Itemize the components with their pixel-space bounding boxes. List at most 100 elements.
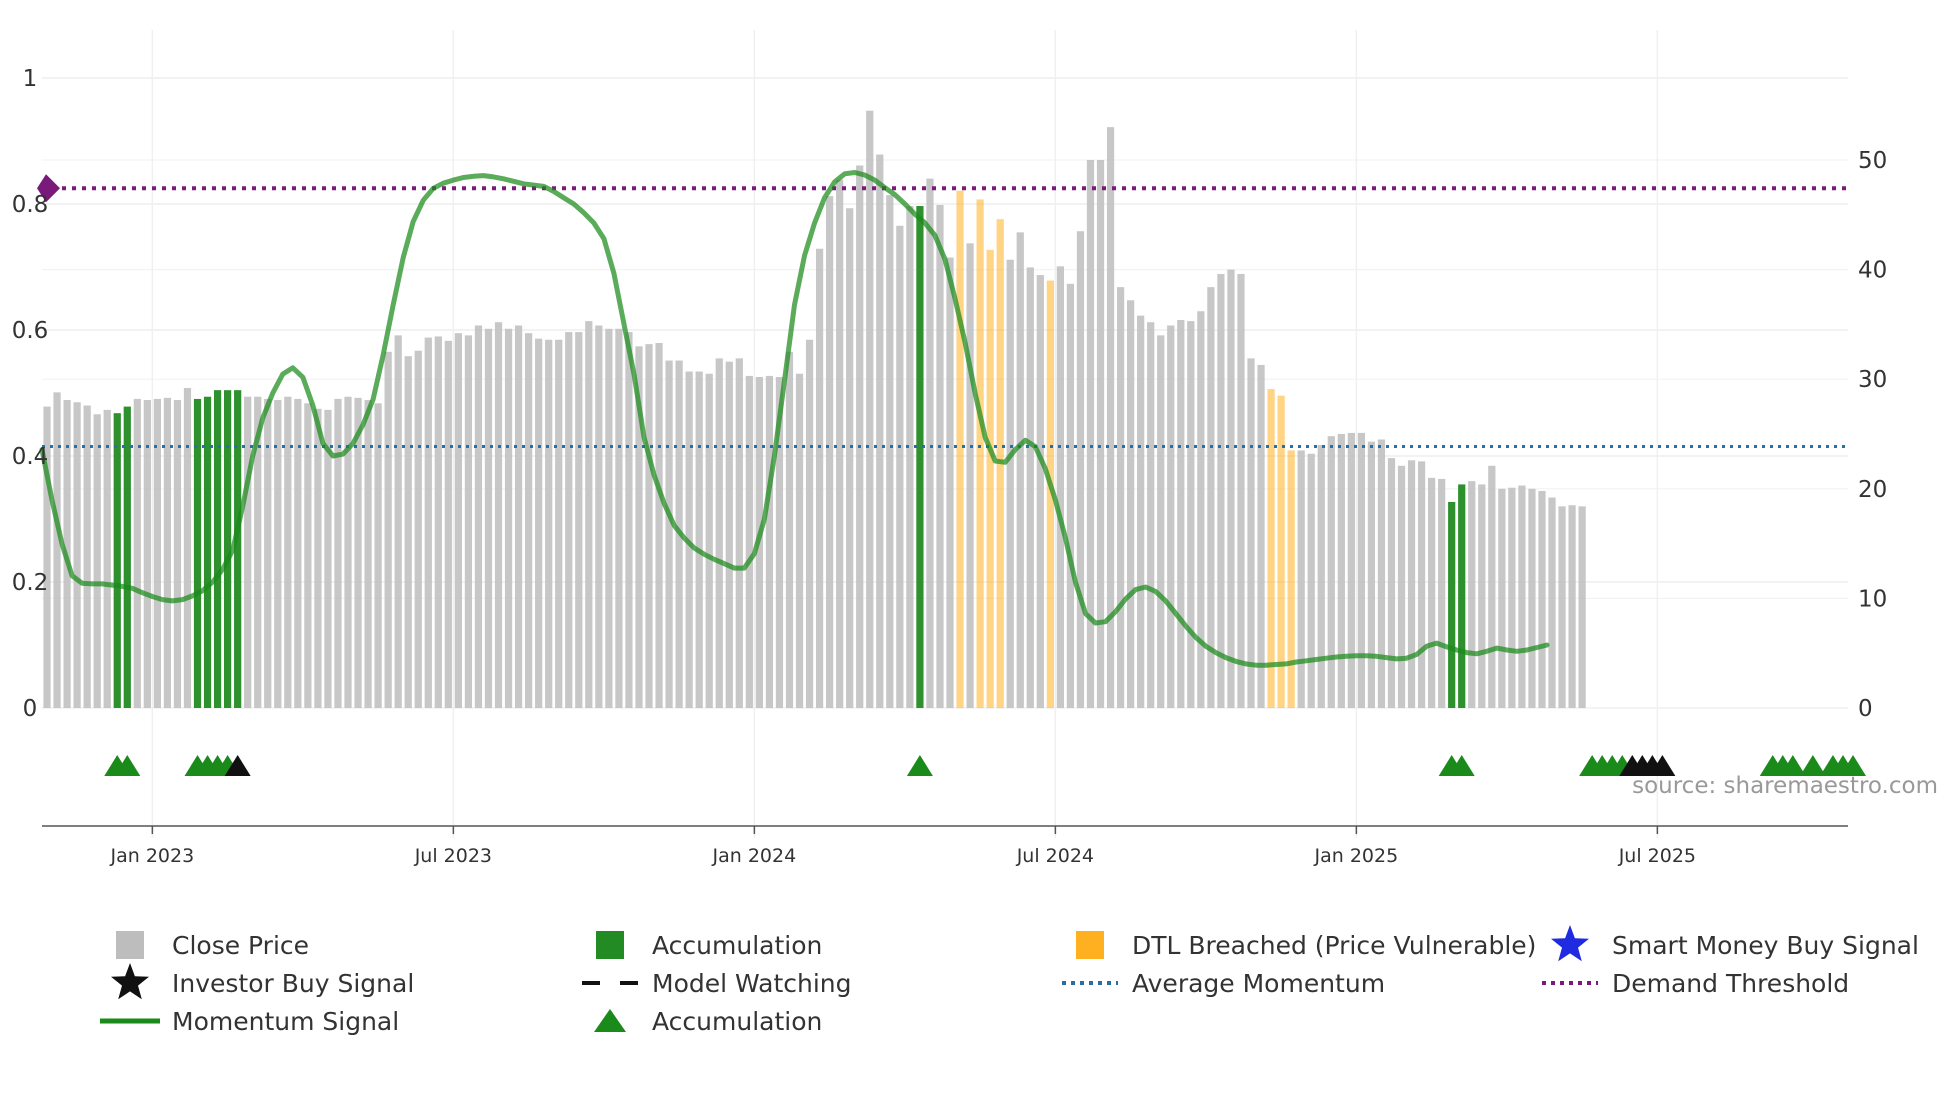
close-price-bar: [43, 406, 51, 708]
close-price-bar: [655, 343, 663, 708]
close-price-bar: [1417, 461, 1426, 708]
close-price-bar: [284, 396, 292, 708]
investor-buy-marker: [1649, 755, 1676, 776]
legend-label: Model Watching: [652, 969, 852, 998]
close-price-bar: [1056, 266, 1064, 708]
source-annotation: source: sharemaestro.com: [1632, 773, 1938, 799]
close-price-bar: [936, 204, 944, 708]
close-price-bar: [866, 110, 874, 709]
accumulation-bar: [916, 206, 924, 709]
close-price-bar: [815, 248, 824, 708]
close-price-bar: [444, 340, 452, 708]
close-price-bar: [274, 400, 282, 708]
close-price-bar: [1066, 283, 1075, 708]
close-price-bar: [1317, 444, 1325, 708]
left-axis-tick-label: 0.2: [12, 570, 49, 596]
close-price-bar: [785, 351, 794, 708]
close-price-bar: [414, 350, 422, 708]
close-price-bar: [374, 403, 382, 708]
legend-item: Close Price: [116, 931, 309, 960]
close-price-bar: [494, 322, 503, 708]
legend-label: Accumulation: [652, 931, 822, 960]
close-price-bar: [1237, 273, 1245, 708]
close-price-bar: [264, 398, 272, 708]
x-axis-tick-label: Jan 2025: [1314, 845, 1399, 867]
legend-label: Average Momentum: [1132, 969, 1385, 998]
close-price-bar: [1387, 458, 1396, 708]
legend-label: Smart Money Buy Signal: [1612, 931, 1919, 960]
close-price-bar: [1086, 160, 1095, 708]
legend-square-icon: [596, 931, 624, 959]
close-price-bar: [665, 360, 673, 708]
close-price-bar: [254, 396, 262, 708]
close-price-bar: [143, 400, 151, 708]
close-price-bar: [565, 332, 573, 708]
dtl-breached-bar: [1277, 395, 1285, 708]
legend-star-icon: [111, 963, 149, 1000]
close-price-bar: [244, 396, 252, 708]
close-price-bar: [1327, 436, 1335, 708]
grid-layer: [42, 30, 1848, 838]
close-price-bar: [1096, 160, 1105, 708]
accumulation-bar: [113, 413, 121, 708]
close-price-bar: [1347, 432, 1355, 708]
close-price-bar: [1137, 315, 1145, 708]
accumulation-bar: [213, 390, 222, 708]
close-price-bar: [1407, 460, 1416, 708]
close-price-bar: [946, 257, 954, 708]
accumulation-marker: [906, 755, 933, 776]
close-price-bar: [1558, 506, 1566, 708]
close-price-bar: [1106, 127, 1115, 709]
legend-item: Smart Money Buy Signal: [1612, 931, 1919, 960]
left-axis-tick-label: 1: [23, 66, 38, 92]
accumulation-bar: [234, 390, 242, 708]
close-price-bar: [1297, 450, 1305, 708]
close-price-bar: [1116, 287, 1125, 708]
accumulation-bar: [123, 406, 131, 708]
close-price-bar: [1227, 269, 1235, 708]
accumulation-marker: [1799, 755, 1826, 776]
close-price-bar: [725, 361, 733, 708]
close-price-bar: [454, 333, 462, 708]
close-price-bar: [1498, 488, 1506, 708]
close-price-bar: [1357, 432, 1365, 708]
legend-item: Accumulation: [594, 1007, 822, 1036]
close-price-bar: [1478, 484, 1486, 708]
close-price-bar: [826, 196, 834, 708]
close-price-bar: [324, 409, 332, 708]
close-price-bar: [294, 398, 302, 708]
close-price-bar: [836, 179, 844, 708]
close-price-bar: [1016, 232, 1024, 708]
close-price-bar: [1257, 364, 1265, 708]
left-axis-tick-label: 0: [23, 696, 38, 722]
close-price-bar: [926, 178, 934, 708]
close-price-bar: [1127, 300, 1135, 708]
legend-square-icon: [1076, 931, 1104, 959]
close-price-bar: [585, 321, 593, 708]
close-price-bar: [876, 154, 884, 708]
close-price-bar: [1337, 434, 1345, 708]
legend-item: Accumulation: [596, 931, 822, 960]
close-price-bar: [695, 371, 703, 708]
close-price-bar: [1157, 335, 1165, 708]
left-axis-tick-label: 0.4: [12, 444, 49, 470]
close-price-bar: [153, 398, 161, 708]
close-price-bar: [795, 373, 804, 708]
close-price-bar: [83, 405, 91, 708]
legend-label: Accumulation: [652, 1007, 822, 1036]
close-price-bar: [474, 325, 483, 708]
close-price-bar: [1026, 267, 1034, 708]
close-price-bar: [1508, 487, 1516, 708]
dtl-breached-bar: [1046, 280, 1054, 708]
close-price-bar: [1568, 505, 1576, 708]
close-price-bar: [1036, 275, 1044, 708]
legend: Close Price Accumulation DTL Breached (Pri…: [100, 925, 1919, 1036]
close-price-bar: [635, 346, 643, 708]
close-price-bar: [1167, 325, 1175, 708]
close-price-bar: [93, 414, 101, 708]
legend-item: DTL Breached (Price Vulnerable): [1076, 931, 1536, 960]
dtl-breached-bar: [976, 199, 984, 708]
x-axis-tick-label: Jul 2025: [1618, 845, 1696, 867]
close-price-bar: [1538, 490, 1546, 708]
